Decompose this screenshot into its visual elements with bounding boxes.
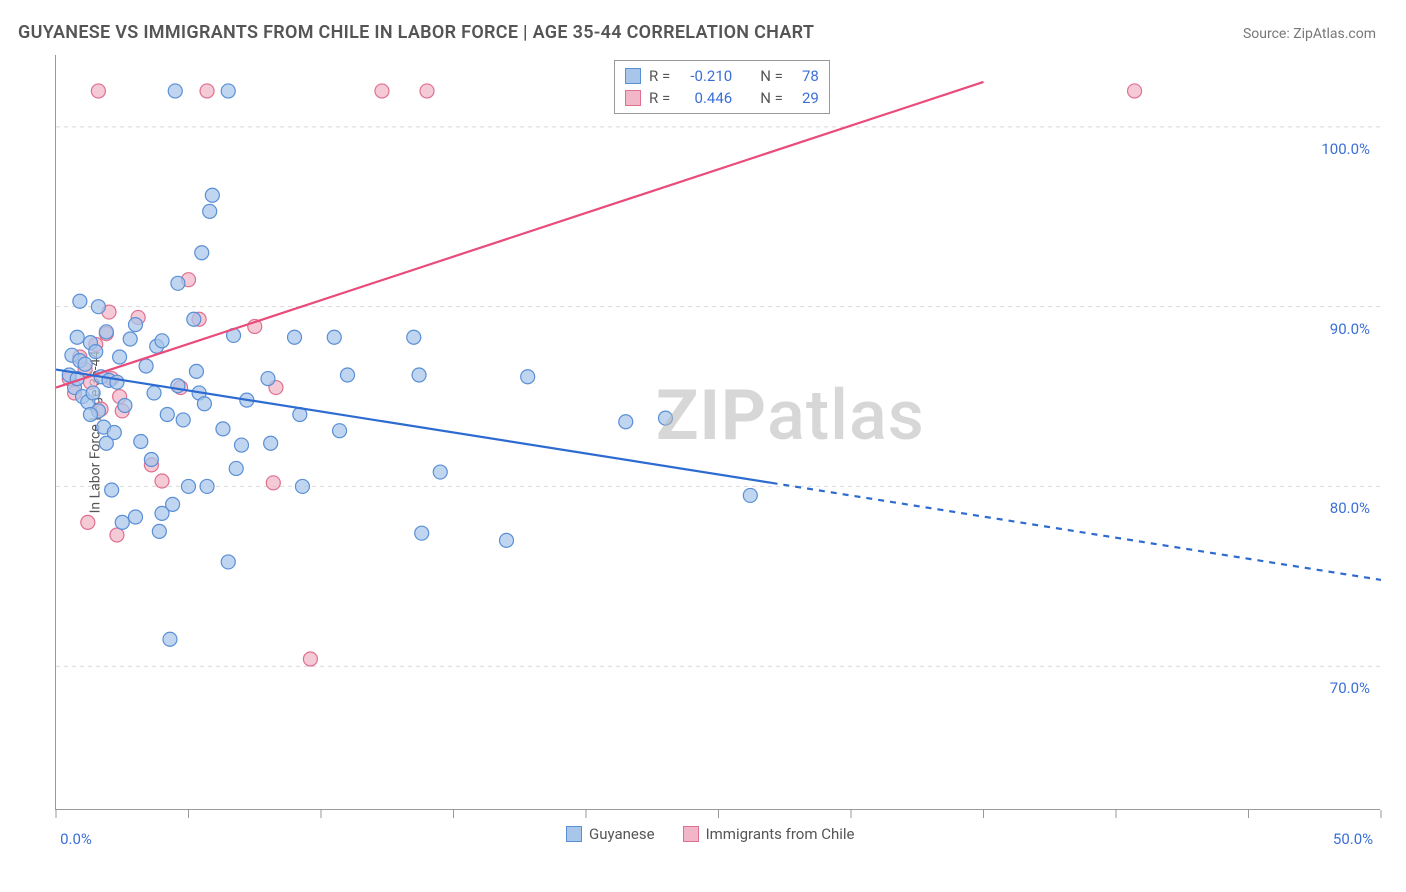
legend-label: Guyanese <box>589 825 655 843</box>
legend-item: Immigrants from Chile <box>683 825 855 843</box>
y-tick-label: 70.0% <box>1330 679 1370 697</box>
n-value: 78 <box>791 67 819 85</box>
n-value: 29 <box>791 89 819 107</box>
chile-swatch-icon <box>683 826 699 842</box>
guyanese-swatch-icon <box>566 826 582 842</box>
plot-area: In Labor Force | Age 35-44 ZIPatlas R =-… <box>55 55 1380 810</box>
stats-row: R = -0.210 N = 78 <box>625 65 819 87</box>
r-label: R = <box>649 89 670 107</box>
y-tick-label: 100.0% <box>1321 140 1370 158</box>
stats-box: R = -0.210 N = 78 R = 0.446 N = 29 <box>614 60 830 114</box>
n-label: N = <box>760 67 783 85</box>
x-tick-label: 0.0% <box>60 830 92 848</box>
scatter-svg <box>56 55 1380 809</box>
x-tick-label: 50.0% <box>1333 830 1373 848</box>
legend-label: Immigrants from Chile <box>706 825 855 843</box>
r-value: -0.210 <box>678 67 732 85</box>
chart-title: GUYANESE VS IMMIGRANTS FROM CHILE IN LAB… <box>18 22 814 43</box>
y-tick-label: 90.0% <box>1330 320 1370 338</box>
source-label: Source: ZipAtlas.com <box>1243 26 1376 42</box>
n-label: N = <box>760 89 783 107</box>
legend-item: Guyanese <box>566 825 655 843</box>
r-label: R = <box>649 67 670 85</box>
guyanese-swatch-icon <box>625 68 641 84</box>
legend: Guyanese Immigrants from Chile <box>566 825 855 843</box>
y-tick-label: 80.0% <box>1330 499 1370 517</box>
chile-swatch-icon <box>625 90 641 106</box>
stats-row: R = 0.446 N = 29 <box>625 87 819 109</box>
r-value: 0.446 <box>678 89 732 107</box>
